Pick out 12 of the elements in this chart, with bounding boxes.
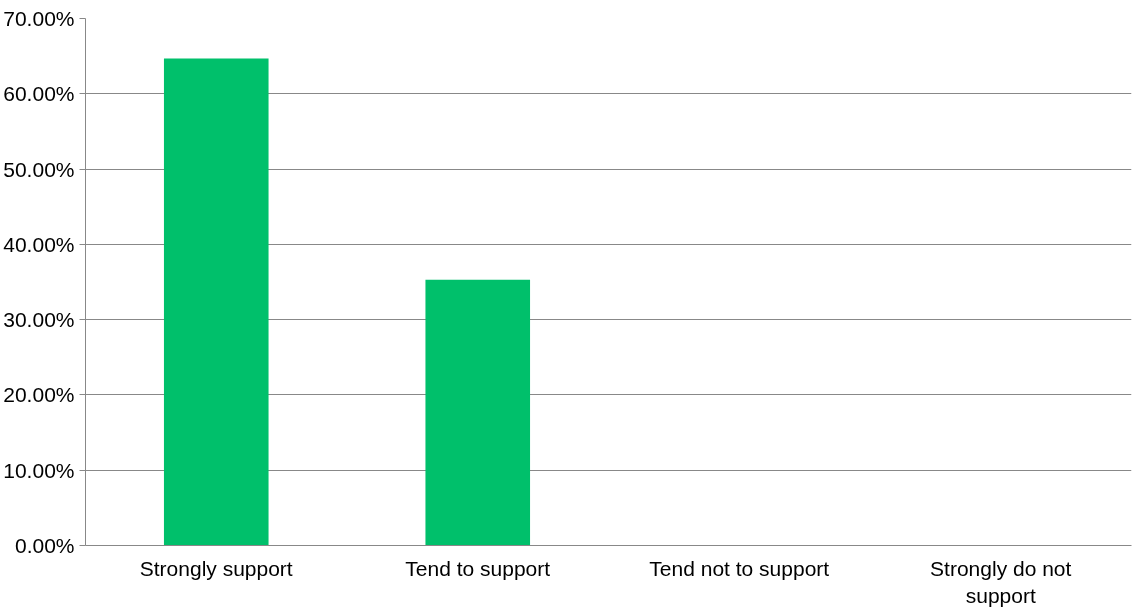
x-tick-label: Tend not to support [649, 556, 830, 580]
y-tick-label: 60.00% [3, 82, 75, 106]
x-tick-label: Strongly do not support [930, 556, 1072, 608]
y-tick-label: 20.00% [3, 383, 75, 407]
x-tick-label: Tend to support [405, 556, 551, 580]
y-tick-label: 30.00% [3, 308, 75, 332]
y-tick-label: 40.00% [3, 232, 75, 256]
y-tick-label: 10.00% [3, 458, 75, 482]
y-tick-label: 0.00% [14, 534, 75, 557]
y-tick-label: 50.00% [3, 157, 75, 181]
y-tick-label: 70.00% [3, 7, 75, 30]
x-tick-label: Strongly support [139, 556, 293, 580]
